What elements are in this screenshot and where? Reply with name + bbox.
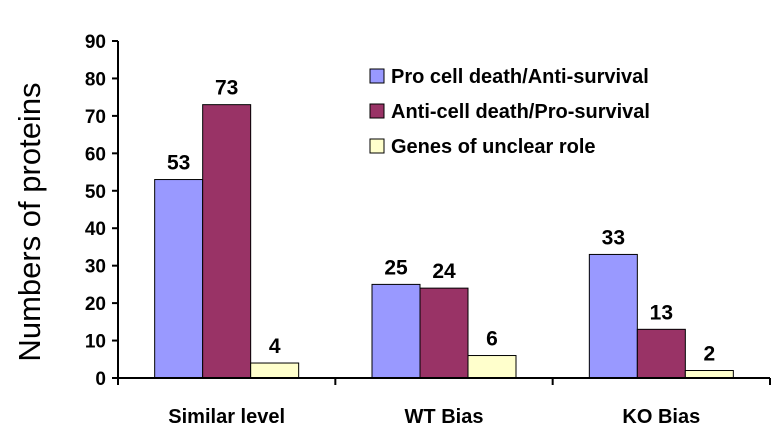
legend-label: Anti-cell death/Pro-survival <box>391 101 650 123</box>
data-label: 6 <box>486 328 498 351</box>
bar <box>684 370 734 379</box>
bar <box>419 287 469 379</box>
bar <box>250 362 300 379</box>
x-category-label: Similar level <box>168 406 285 428</box>
bar <box>467 355 517 379</box>
legend-swatch <box>369 103 385 119</box>
y-tick-label: 20 <box>85 294 106 315</box>
x-category-label: KO Bias <box>622 406 700 428</box>
axes-group: 0 10 20 30 40 50 60 70 80 90 Similar level WT Bias K… <box>85 32 771 428</box>
y-axis-label: Numbers of proteins <box>12 82 47 361</box>
y-tick-label: 60 <box>85 144 106 165</box>
data-label: 33 <box>602 226 625 249</box>
y-tick-label: 80 <box>85 69 106 90</box>
y-tick-label: 50 <box>85 182 106 203</box>
data-label: 24 <box>432 260 456 283</box>
legend-swatch <box>369 68 385 84</box>
y-tick-label: 0 <box>95 369 106 390</box>
y-tick-label: 70 <box>85 107 106 128</box>
y-tick-label: 10 <box>85 332 106 353</box>
y-tick-label: 90 <box>85 32 106 53</box>
legend-label: Genes of unclear role <box>391 136 596 158</box>
legend-label: Pro cell death/Anti-survival <box>391 66 649 88</box>
x-category-label: WT Bias <box>405 406 484 428</box>
data-label: 73 <box>215 77 238 100</box>
data-label: 13 <box>650 301 673 324</box>
bars-group: 53 73 4 25 24 6 33 13 2 <box>154 77 734 379</box>
bar <box>636 328 686 379</box>
bar <box>371 283 421 379</box>
y-tick-label: 40 <box>85 219 106 240</box>
bar <box>202 104 252 379</box>
bar <box>154 179 204 379</box>
bar <box>588 253 638 379</box>
y-tick-label: 30 <box>85 257 106 278</box>
data-label: 25 <box>384 256 408 279</box>
legend-swatch <box>369 138 385 154</box>
data-label: 53 <box>167 152 190 175</box>
data-label: 2 <box>703 343 715 366</box>
data-label: 4 <box>269 335 281 358</box>
legend: Pro cell death/Anti-survival Anti-cell de… <box>369 66 650 158</box>
